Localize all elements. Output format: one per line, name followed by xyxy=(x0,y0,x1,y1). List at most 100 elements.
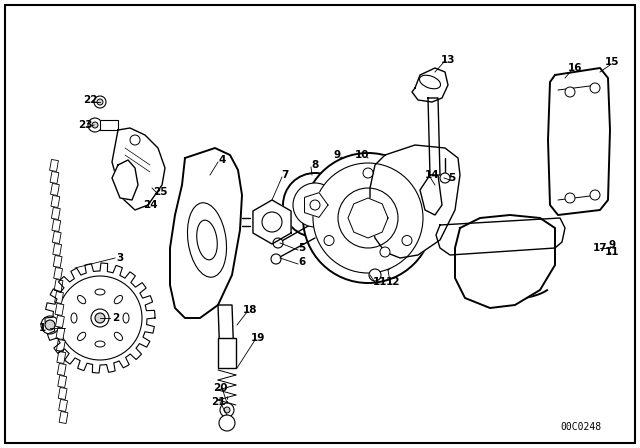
Ellipse shape xyxy=(71,313,77,323)
Bar xyxy=(100,120,118,130)
Circle shape xyxy=(95,313,105,323)
Circle shape xyxy=(219,415,235,431)
Bar xyxy=(52,232,61,244)
Text: 14: 14 xyxy=(425,170,439,180)
Text: 19: 19 xyxy=(251,333,265,343)
Text: 20: 20 xyxy=(212,383,227,393)
Ellipse shape xyxy=(77,296,86,304)
Polygon shape xyxy=(253,200,291,244)
Circle shape xyxy=(41,316,59,334)
Text: 11: 11 xyxy=(605,247,620,257)
Bar xyxy=(51,195,60,207)
Circle shape xyxy=(565,193,575,203)
Ellipse shape xyxy=(188,203,227,277)
Circle shape xyxy=(97,99,103,105)
Circle shape xyxy=(313,163,423,273)
Bar xyxy=(56,315,64,327)
Ellipse shape xyxy=(196,220,218,260)
Polygon shape xyxy=(218,305,234,360)
Text: 2: 2 xyxy=(113,313,120,323)
Circle shape xyxy=(88,118,102,132)
Bar xyxy=(53,255,62,267)
Polygon shape xyxy=(112,160,138,200)
Text: 6: 6 xyxy=(298,257,306,267)
Text: 9: 9 xyxy=(609,240,616,250)
Bar xyxy=(59,411,68,423)
Bar xyxy=(54,280,63,292)
Polygon shape xyxy=(348,198,388,238)
Circle shape xyxy=(363,168,373,178)
Text: 15: 15 xyxy=(605,57,620,67)
Text: 9: 9 xyxy=(333,150,340,160)
Text: 5: 5 xyxy=(449,173,456,183)
Circle shape xyxy=(262,212,282,232)
Polygon shape xyxy=(455,215,555,308)
Bar xyxy=(51,183,60,195)
Ellipse shape xyxy=(123,313,129,323)
Circle shape xyxy=(590,83,600,93)
Polygon shape xyxy=(412,68,448,102)
Polygon shape xyxy=(305,193,328,217)
Bar xyxy=(56,327,65,340)
Ellipse shape xyxy=(115,332,122,340)
Circle shape xyxy=(402,236,412,246)
Bar xyxy=(54,267,63,280)
Circle shape xyxy=(440,173,450,183)
Text: 7: 7 xyxy=(282,170,289,180)
Text: 23: 23 xyxy=(77,120,92,130)
Circle shape xyxy=(45,320,55,330)
Polygon shape xyxy=(420,175,442,215)
Bar xyxy=(54,292,63,303)
Text: 16: 16 xyxy=(568,63,582,73)
Circle shape xyxy=(273,238,283,248)
Circle shape xyxy=(130,135,140,145)
Circle shape xyxy=(310,200,320,210)
Circle shape xyxy=(94,96,106,108)
Circle shape xyxy=(58,276,142,360)
Ellipse shape xyxy=(95,289,105,295)
Polygon shape xyxy=(170,148,242,318)
Text: 5: 5 xyxy=(298,243,306,253)
Polygon shape xyxy=(548,68,610,215)
Text: 10: 10 xyxy=(355,150,369,160)
Circle shape xyxy=(283,173,347,237)
Circle shape xyxy=(92,122,98,128)
Ellipse shape xyxy=(95,341,105,347)
Polygon shape xyxy=(436,218,565,255)
Text: 21: 21 xyxy=(211,397,225,407)
Bar xyxy=(55,303,64,315)
Text: 3: 3 xyxy=(116,253,124,263)
Circle shape xyxy=(220,403,234,417)
Bar xyxy=(56,340,65,352)
Bar xyxy=(52,243,61,255)
Bar xyxy=(52,220,61,232)
Circle shape xyxy=(590,190,600,200)
Circle shape xyxy=(271,254,281,264)
Bar xyxy=(58,388,67,400)
Text: 11: 11 xyxy=(372,277,387,287)
Bar xyxy=(58,375,67,388)
Circle shape xyxy=(91,309,109,327)
Circle shape xyxy=(565,87,575,97)
Circle shape xyxy=(293,183,337,227)
Bar xyxy=(50,172,59,184)
Text: 25: 25 xyxy=(153,187,167,197)
Text: 8: 8 xyxy=(312,160,319,170)
Ellipse shape xyxy=(77,332,86,340)
Bar xyxy=(218,338,236,368)
Circle shape xyxy=(356,206,380,230)
Polygon shape xyxy=(112,128,165,210)
Bar xyxy=(51,207,60,220)
Circle shape xyxy=(303,153,433,283)
Circle shape xyxy=(380,247,390,257)
Text: 17: 17 xyxy=(593,243,607,253)
Circle shape xyxy=(224,407,230,413)
Polygon shape xyxy=(428,98,440,175)
Text: 24: 24 xyxy=(143,200,157,210)
Circle shape xyxy=(324,236,334,246)
Ellipse shape xyxy=(115,296,122,304)
Circle shape xyxy=(369,269,381,281)
Circle shape xyxy=(338,188,398,248)
Text: 13: 13 xyxy=(441,55,455,65)
Polygon shape xyxy=(45,263,155,373)
